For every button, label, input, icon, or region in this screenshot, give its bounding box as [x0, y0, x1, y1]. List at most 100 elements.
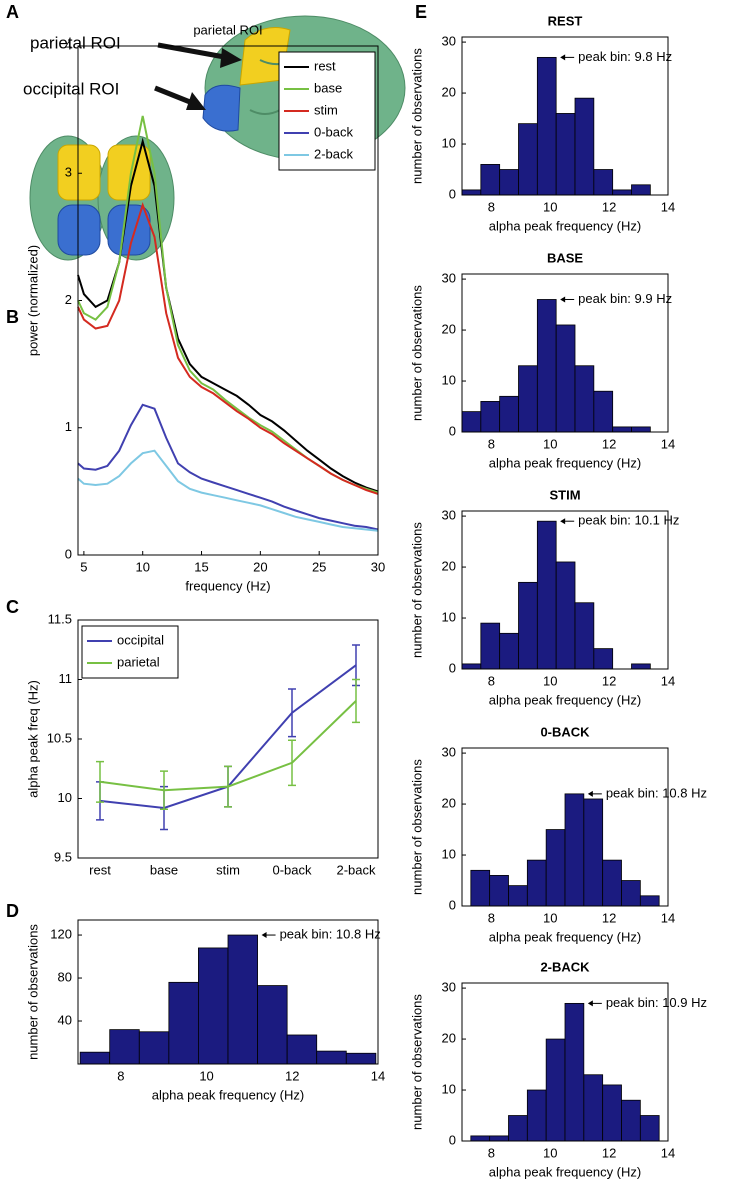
x-tick-label: 10	[543, 1145, 557, 1160]
roi-label: parietal ROI	[30, 33, 121, 52]
x-tick-label: 12	[602, 910, 616, 925]
histogram-bar	[612, 426, 632, 433]
histogram-bar	[602, 1084, 622, 1142]
x-axis-label: alpha peak frequency (Hz)	[152, 1087, 304, 1102]
x-tick-label: 8	[488, 436, 495, 451]
legend-label: stim	[314, 102, 338, 117]
legend-box	[81, 625, 179, 679]
histogram-bar	[470, 1135, 491, 1142]
chart-title: REST	[548, 13, 583, 28]
x-tick-label: 15	[194, 559, 208, 574]
plot-frame	[77, 619, 379, 859]
x-tick-label: 10	[543, 910, 557, 925]
y-tick-label: 30	[442, 34, 456, 49]
histogram-bar	[574, 97, 595, 196]
histogram-bar	[508, 1115, 528, 1142]
plot-frame	[461, 982, 669, 1142]
histogram-bar	[257, 985, 288, 1065]
y-tick-label: 30	[442, 508, 456, 523]
histogram-bar	[198, 947, 229, 1065]
x-tick-label: 0-back	[272, 862, 312, 877]
histogram-bar	[79, 1051, 111, 1065]
histogram-bar	[489, 1135, 509, 1142]
histogram-bar	[612, 189, 632, 196]
annotation: peak bin: 9.8 Hz	[578, 49, 672, 64]
histogram-bar	[526, 1089, 547, 1142]
x-tick-label: 20	[253, 559, 267, 574]
histogram-bar	[555, 113, 576, 196]
y-axis-label: number of observations	[409, 522, 424, 658]
x-tick-label: 8	[117, 1068, 124, 1083]
y-axis-label: number of observations	[409, 285, 424, 421]
annotation: peak bin: 10.8 Hz	[606, 785, 707, 800]
panel-label: E	[415, 2, 427, 22]
x-tick-label: 14	[661, 673, 675, 688]
histogram-bar	[286, 1034, 318, 1065]
x-tick-label: 12	[602, 199, 616, 214]
y-tick-label: 3	[65, 165, 72, 180]
error-bar	[288, 688, 296, 738]
x-tick-label: 12	[285, 1068, 299, 1083]
histogram-bar	[518, 581, 538, 670]
x-axis-label: alpha peak frequency (Hz)	[489, 929, 641, 944]
histogram-bar	[499, 169, 519, 196]
y-axis-label: power (normalized)	[25, 245, 40, 356]
histogram-bar	[345, 1052, 377, 1065]
histogram-bar	[470, 869, 491, 907]
x-tick-label: stim	[216, 862, 240, 877]
histogram-bar	[621, 880, 641, 907]
histogram-bar	[545, 1038, 566, 1142]
y-tick-label: 20	[442, 796, 456, 811]
error-bar	[96, 760, 104, 803]
y-tick-label: 10	[58, 790, 72, 805]
y-tick-label: 10	[442, 1081, 456, 1096]
x-tick-label: 8	[488, 1145, 495, 1160]
histogram-bar	[602, 859, 622, 907]
y-tick-label: 30	[442, 271, 456, 286]
y-tick-label: 11	[59, 671, 73, 686]
x-tick-label: 10	[199, 1068, 213, 1083]
y-tick-label: 20	[442, 1031, 456, 1046]
histogram-bar	[316, 1050, 347, 1065]
annotation: peak bin: 10.9 Hz	[606, 995, 707, 1010]
histogram-bar	[536, 520, 557, 670]
histogram-bar	[489, 875, 509, 907]
histogram-bar	[499, 395, 519, 433]
x-tick-label: 14	[661, 436, 675, 451]
histogram-bar	[480, 622, 501, 670]
annotation: peak bin: 10.1 Hz	[578, 513, 679, 528]
x-tick-label: 10	[543, 436, 557, 451]
histogram-bar	[480, 164, 501, 196]
y-tick-label: 10	[442, 609, 456, 624]
histogram-bar	[109, 1029, 140, 1065]
data-line	[77, 201, 379, 495]
x-axis-label: alpha peak frequency (Hz)	[489, 218, 641, 233]
x-tick-label: 14	[371, 1068, 385, 1083]
histogram-bar	[536, 299, 557, 433]
histogram-bar	[518, 123, 538, 196]
y-tick-label: 10.5	[47, 730, 72, 745]
x-tick-label: 12	[602, 1145, 616, 1160]
data-line	[77, 403, 379, 531]
y-tick-label: 30	[442, 980, 456, 995]
y-tick-label: 0	[449, 423, 456, 438]
annotation: peak bin: 9.9 Hz	[578, 291, 672, 306]
histogram-bar	[631, 426, 651, 433]
chart-title: BASE	[547, 250, 583, 265]
y-tick-label: 30	[442, 745, 456, 760]
x-tick-label: 14	[661, 199, 675, 214]
x-tick-label: 10	[543, 199, 557, 214]
y-tick-label: 10	[442, 135, 456, 150]
histogram-bar	[593, 648, 614, 670]
histogram-bar	[227, 934, 258, 1065]
y-tick-label: 0	[449, 186, 456, 201]
x-tick-label: 10	[543, 673, 557, 688]
histogram-bar	[564, 1002, 585, 1142]
chart-title: 2-BACK	[540, 959, 590, 974]
legend-label: rest	[314, 58, 336, 73]
histogram-bar	[461, 411, 482, 433]
annotation-arrowhead	[587, 790, 593, 797]
y-tick-label: 0	[449, 897, 456, 912]
plot-frame	[77, 45, 379, 556]
annotation-arrowhead	[560, 296, 566, 303]
